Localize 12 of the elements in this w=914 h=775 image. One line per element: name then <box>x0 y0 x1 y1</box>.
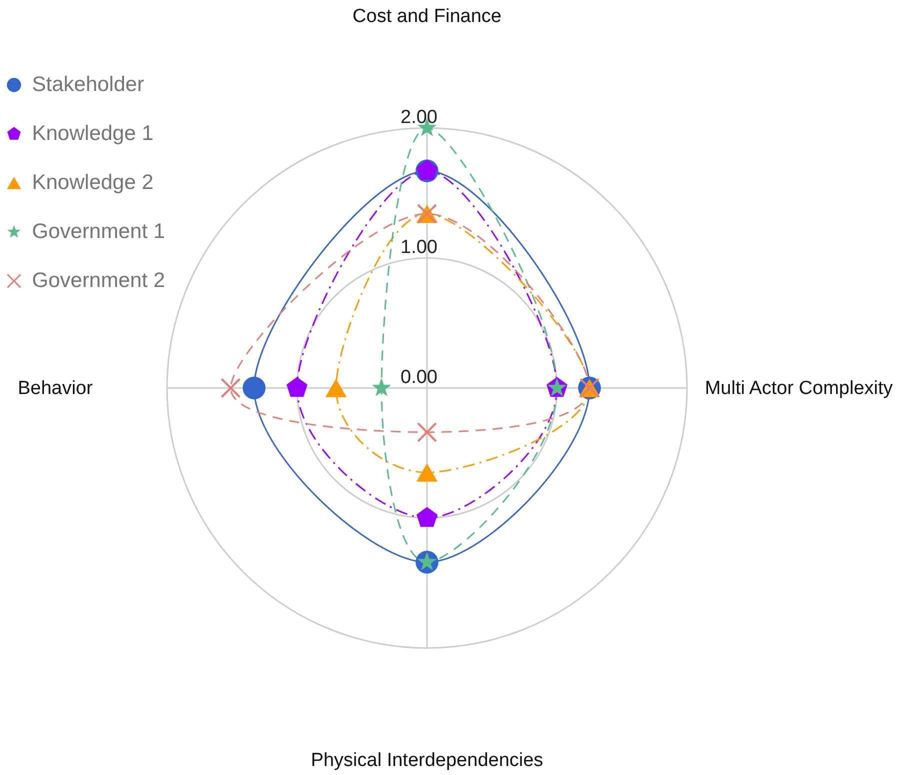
legend-label: Stakeholder <box>32 73 144 96</box>
y-tick-label: 1.00 <box>400 237 438 258</box>
y-tick-label: 0.00 <box>400 367 438 388</box>
legend-label: Knowledge 1 <box>32 122 154 145</box>
legend-label: Government 1 <box>32 220 166 243</box>
spoke-label: Multi Actor Complexity <box>704 378 894 399</box>
legend-label: Knowledge 2 <box>32 171 154 194</box>
legend-label: Government 2 <box>32 269 166 292</box>
y-tick-label: 2.00 <box>400 107 438 128</box>
spoke-label: Cost and Finance <box>352 6 502 28</box>
spoke-label: Physical Interdependencies <box>310 750 544 771</box>
spoke-label: Behavior <box>18 378 94 399</box>
